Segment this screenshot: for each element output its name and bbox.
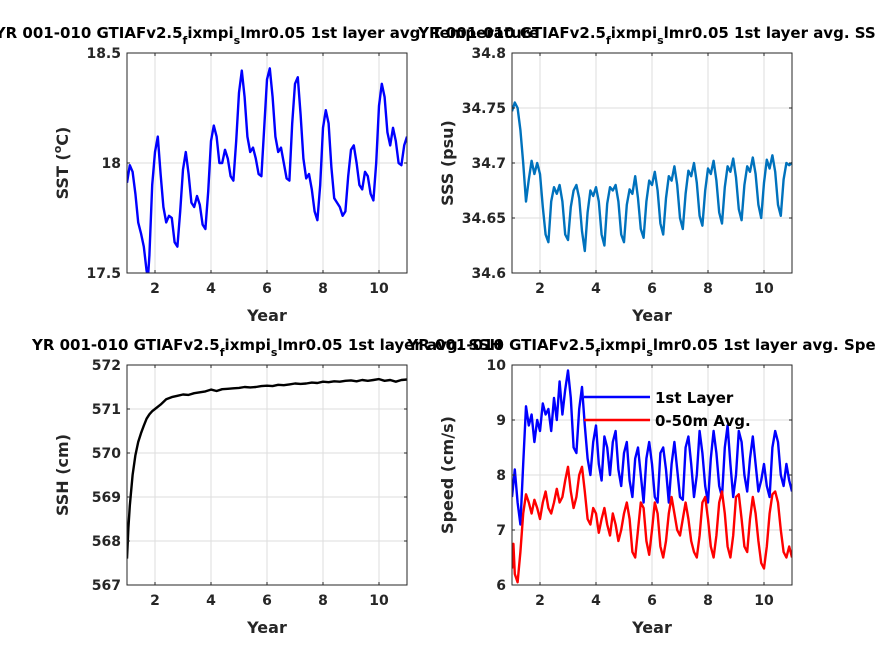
x-tick-label: 4 <box>591 593 601 609</box>
x-tick-label: 8 <box>703 593 713 609</box>
chart-title-part: ixmpi <box>225 336 271 354</box>
chart-title-part: ixmpi <box>187 24 233 42</box>
y-tick-label: 17.5 <box>86 266 121 282</box>
x-tick-label: 2 <box>150 281 160 297</box>
series-line-1 <box>127 67 407 273</box>
x-axis-label: Year <box>631 306 672 325</box>
chart-title-subscript: s <box>234 34 241 47</box>
y-axis-label-superscript: o <box>51 145 64 153</box>
x-tick-label: 4 <box>206 281 216 297</box>
y-tick-label: 9 <box>496 413 506 429</box>
chart-title-part: ixmpi <box>611 24 657 42</box>
series-line-1 <box>127 377 407 559</box>
chart-title-part: YR 001-010 GTIAFv2.5 <box>0 24 183 42</box>
chart-title-subscript: s <box>271 346 278 359</box>
chart-title: YR 001-010 GTIAFv2.5fixmpislmr0.05 1st l… <box>31 336 502 359</box>
y-tick-label: 34.75 <box>462 101 506 117</box>
chart-title-subscript: f <box>606 34 611 47</box>
chart-panel-3: 2 4 6 8 10 567 568 569 570 571 572 Year SSH (cm) YR 0… <box>31 336 502 637</box>
chart-title-part: YR 001-010 GTIAFv2.5 <box>406 336 595 354</box>
chart-title-part: lmr0.05 1st layer avg. SSS <box>664 24 875 42</box>
x-tick-label: 6 <box>262 281 272 297</box>
chart-title-part: lmr0.05 1st layer avg. Temperature <box>240 24 539 42</box>
y-tick-label: 18.5 <box>86 46 121 62</box>
chart-title-part: lmr0.05 1st layer avg. Speed <box>653 336 875 354</box>
x-tick-label: 4 <box>591 281 601 297</box>
chart-title: YR 001-010 GTIAFv2.5fixmpislmr0.05 1st l… <box>0 24 539 47</box>
x-tick-label: 8 <box>703 281 713 297</box>
y-tick-label: 570 <box>92 446 121 462</box>
legend: 1st Layer 0-50m Avg. <box>584 389 751 430</box>
chart-title-subscript: f <box>220 346 225 359</box>
y-axis-label: Speed (cm/s) <box>438 416 457 534</box>
series-line-1 <box>512 369 792 526</box>
y-tick-label: 572 <box>92 358 121 374</box>
x-tick-label: 4 <box>206 593 216 609</box>
y-tick-label: 567 <box>92 578 121 594</box>
x-tick-label: 2 <box>535 281 545 297</box>
legend-label-2: 0-50m Avg. <box>655 412 751 430</box>
chart-title-part: ixmpi <box>600 336 646 354</box>
x-tick-label: 10 <box>754 281 774 297</box>
chart-title-part: YR 001-010 GTIAFv2.5 <box>31 336 220 354</box>
y-tick-label: 34.7 <box>471 156 506 172</box>
x-axis-label: Year <box>246 618 287 637</box>
series-line-1 <box>512 101 792 253</box>
y-tick-label: 8 <box>496 468 506 484</box>
x-tick-label: 10 <box>754 593 774 609</box>
x-axis-label: Year <box>631 618 672 637</box>
x-tick-label: 6 <box>647 593 657 609</box>
chart-title-part: lmr0.05 1st layer avg. SSH <box>277 336 502 354</box>
y-tick-label: 18 <box>102 156 121 172</box>
y-tick-label: 571 <box>92 402 121 418</box>
legend-label-1: 1st Layer <box>655 389 734 407</box>
chart-title-subscript: f <box>183 34 188 47</box>
chart-title-subscript: f <box>595 346 600 359</box>
x-tick-label: 8 <box>318 281 328 297</box>
x-tick-label: 6 <box>262 593 272 609</box>
y-tick-label: 10 <box>487 358 507 374</box>
chart-title: YR 001-010 GTIAFv2.5fixmpislmr0.05 1st l… <box>417 24 875 47</box>
chart-panel-4: 2 4 6 8 10 6 7 8 9 10 Year Speed (cm/s) YR 001-010 G… <box>406 336 875 637</box>
y-axis-label: SST (oC) <box>51 127 72 200</box>
x-tick-label: 10 <box>369 281 389 297</box>
y-tick-label: 34.6 <box>471 266 506 282</box>
y-tick-label: 569 <box>92 490 121 506</box>
x-tick-label: 2 <box>150 593 160 609</box>
y-axis-label-part: C) <box>53 127 72 146</box>
x-tick-label: 6 <box>647 281 657 297</box>
chart-panel-2: 2 4 6 8 10 34.6 34.65 34.7 34.75 34.8 Year SSS (psu… <box>417 24 875 325</box>
y-tick-label: 6 <box>496 578 506 594</box>
y-tick-label: 568 <box>92 534 121 550</box>
y-tick-label: 34.65 <box>462 211 506 227</box>
y-tick-label: 7 <box>496 523 506 539</box>
chart-title-part: YR 001-010 GTIAFv2.5 <box>417 24 606 42</box>
y-tick-label: 34.8 <box>471 46 506 62</box>
y-axis-label: SSS (psu) <box>438 120 457 206</box>
x-tick-label: 2 <box>535 593 545 609</box>
chart-panel-1: 2 4 6 8 10 17.5 18 18.5 Year SST (oC) YR 001-010 G… <box>0 24 539 325</box>
y-axis-label-part: SST ( <box>53 153 72 199</box>
y-axis-label: SSH (cm) <box>53 434 72 516</box>
x-tick-label: 8 <box>318 593 328 609</box>
x-tick-label: 10 <box>369 593 389 609</box>
series-line-2 <box>512 465 792 584</box>
chart-title-subscript: s <box>646 346 653 359</box>
chart-title: YR 001-010 GTIAFv2.5fixmpislmr0.05 1st l… <box>406 336 875 359</box>
chart-title-subscript: s <box>657 34 664 47</box>
x-axis-label: Year <box>246 306 287 325</box>
